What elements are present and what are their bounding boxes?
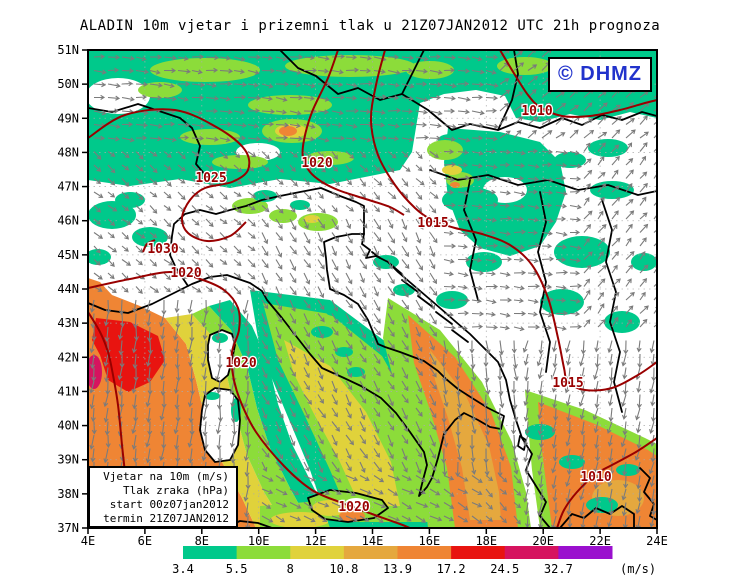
page-title: ALADIN 10m vjetar i prizemni tlak u 21Z0… <box>79 18 661 34</box>
pressure-label: 1010 <box>521 104 552 119</box>
lat-tick-label: 38N <box>57 487 79 501</box>
isobar-1010 <box>499 50 657 118</box>
isobar-1015 <box>369 50 657 392</box>
info-line-start: start 00z07jan2012 <box>109 497 229 511</box>
lon-tick-label: 6E <box>138 534 152 548</box>
legend-threshold-label: 24.5 <box>490 562 519 576</box>
legend-swatch <box>558 546 613 559</box>
lat-tick-label: 42N <box>57 350 79 364</box>
legend-threshold-label: 17.2 <box>437 562 466 576</box>
lat-tick-label: 39N <box>57 453 79 467</box>
pressure-label: 1015 <box>417 216 448 231</box>
lat-tick-label: 40N <box>57 419 79 433</box>
dhmz-logo-box: © DHMZ <box>548 57 652 92</box>
pressure-label: 1030 <box>147 242 178 257</box>
lat-tick-label: 46N <box>57 214 79 228</box>
lat-tick-label: 45N <box>57 248 79 262</box>
lat-tick-label: 37N <box>57 521 79 535</box>
lat-tick-label: 48N <box>57 145 79 159</box>
axes: 51N 50N 49N 48N 47N 46N 45N 44N 43N 42N 41N 40N 39N 3… <box>57 43 668 548</box>
pressure-label: 1020 <box>338 500 369 515</box>
pressure-label: 1015 <box>552 376 583 391</box>
lat-tick-label: 43N <box>57 316 79 330</box>
legend-threshold-label: 3.4 <box>172 562 194 576</box>
isobar-1025 <box>88 108 251 243</box>
legend-swatch <box>504 546 559 559</box>
pressure-labels: 1025 1030 1020 1020 1015 1010 1020 1015 1010 1020 <box>146 103 613 517</box>
legend-swatch <box>290 546 345 559</box>
legend-threshold-label: 32.7 <box>544 562 573 576</box>
legend-unit-label: (m/s) <box>620 562 656 576</box>
dhmz-logo-text: © DHMZ <box>557 63 643 85</box>
legend-threshold-label: 10.8 <box>329 562 358 576</box>
lat-tick-label: 49N <box>57 111 79 125</box>
legend-swatch <box>236 546 291 559</box>
pressure-label: 1025 <box>195 171 226 186</box>
pressure-label: 1020 <box>301 156 332 171</box>
legend-threshold-label: 13.9 <box>383 562 412 576</box>
lat-tick-label: 41N <box>57 384 79 398</box>
pressure-label: 1010 <box>580 470 611 485</box>
isobar-1020 <box>88 271 411 528</box>
lat-tick-label: 50N <box>57 77 79 91</box>
legend-threshold-label: 8 <box>287 562 294 576</box>
lon-tick-label: 12E <box>305 534 327 548</box>
lon-tick-label: 20E <box>532 534 554 548</box>
graticule <box>88 50 657 528</box>
legend-swatch <box>343 546 398 559</box>
lon-tick-label: 16E <box>419 534 441 548</box>
info-line-variable: Vjetar na 10m (m/s) <box>103 469 229 483</box>
lat-tick-label: 51N <box>57 43 79 57</box>
info-line-termin: termin 21Z07JAN2012 <box>103 511 229 525</box>
lon-tick-label: 10E <box>248 534 270 548</box>
isobar-1030 <box>142 239 156 253</box>
lat-tick-label: 44N <box>57 282 79 296</box>
legend-swatch <box>451 546 506 559</box>
info-line-pressure: Tlak zraka (hPa) <box>123 483 229 497</box>
lon-tick-label: 18E <box>475 534 497 548</box>
lon-tick-label: 22E <box>589 534 611 548</box>
wind-speed-legend: 3.4 5.5 8 10.8 13.9 17.2 24.5 32.7 (m/s) <box>172 546 656 576</box>
pressure-label: 1020 <box>225 356 256 371</box>
pressure-label: 1020 <box>170 266 201 281</box>
lon-tick-label: 4E <box>81 534 95 548</box>
info-box: Vjetar na 10m (m/s) Tlak zraka (hPa) sta… <box>88 466 238 528</box>
lon-tick-label: 24E <box>646 534 668 548</box>
isobar-1010 <box>556 437 657 528</box>
lon-tick-label: 14E <box>362 534 384 548</box>
legend-swatch <box>397 546 452 559</box>
lat-tick-label: 47N <box>57 180 79 194</box>
isobar-1020 <box>301 50 405 216</box>
legend-swatch <box>183 546 238 559</box>
legend-threshold-label: 5.5 <box>226 562 248 576</box>
lon-tick-label: 8E <box>195 534 209 548</box>
